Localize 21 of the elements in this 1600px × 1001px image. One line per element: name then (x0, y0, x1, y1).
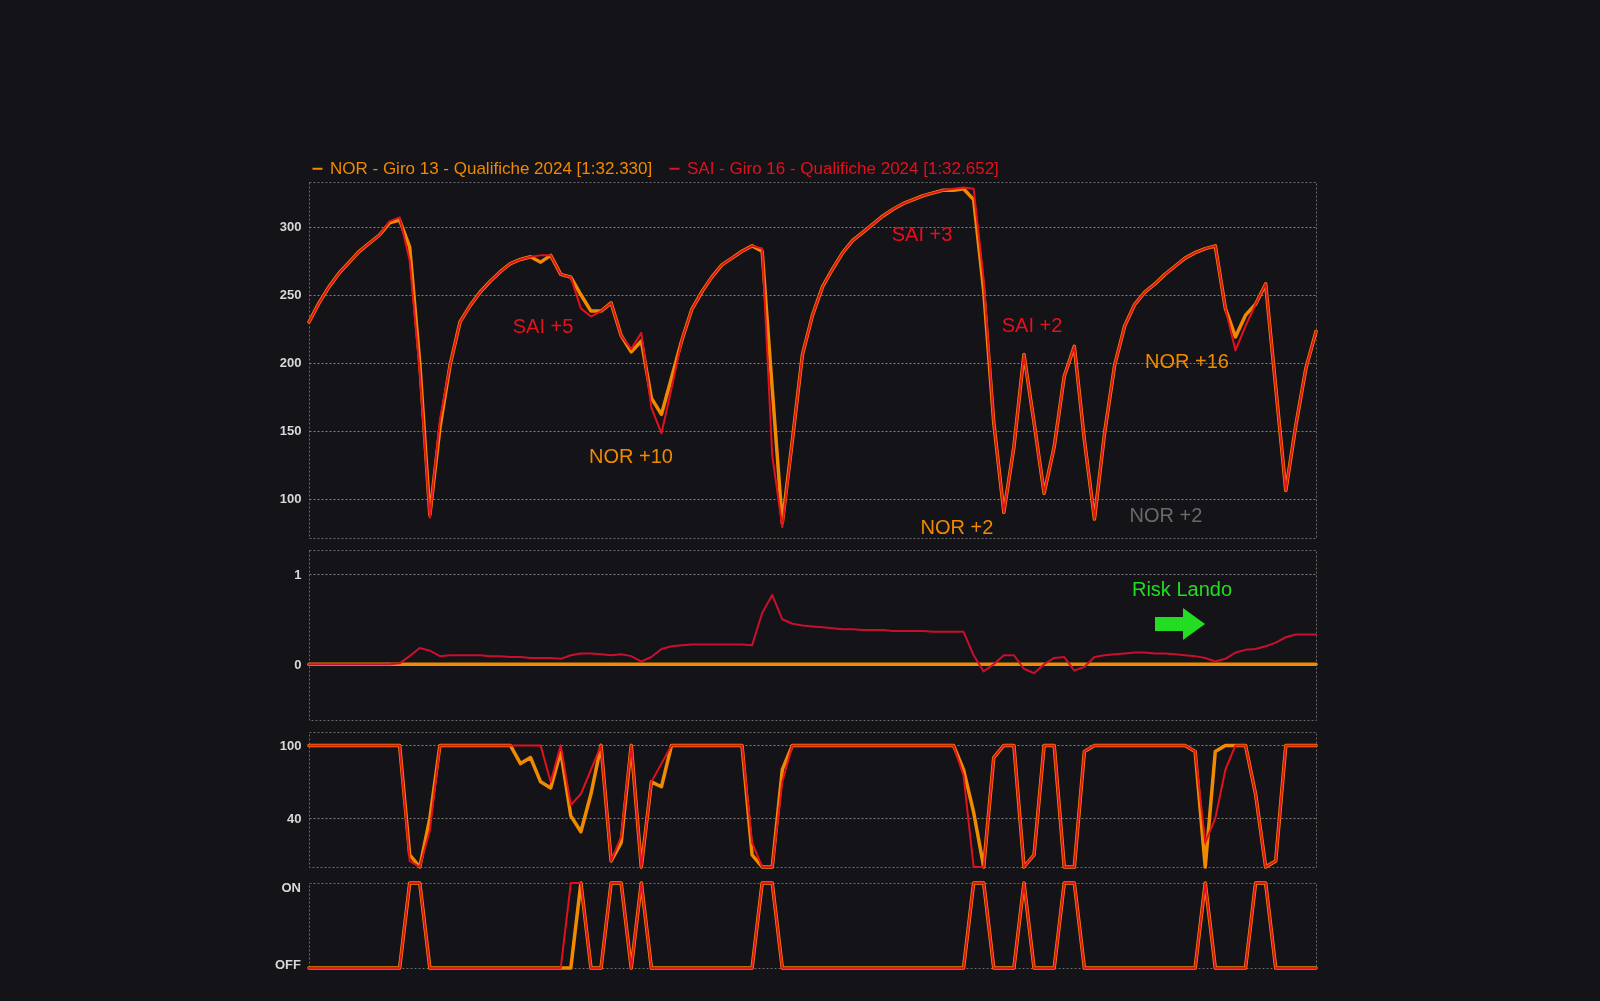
y-tick-label: 300 (279, 219, 302, 235)
legend-label: SAI - Giro 16 - Qualifiche 2024 [1:32.652] (687, 158, 999, 178)
annotation: SAI +2 (1001, 314, 1063, 336)
annotation: NOR +2 (1129, 504, 1203, 526)
y-tick-label: 100 (279, 737, 302, 753)
y-tick-label: 0 (294, 656, 302, 672)
annotation: SAI +5 (512, 315, 574, 337)
text: ON (281, 880, 301, 895)
annotation: NOR +10 (589, 445, 673, 467)
y-tick-label: 250 (279, 287, 302, 303)
annotation: Risk Lando (1131, 578, 1233, 600)
y-tick-label: 200 (279, 355, 302, 371)
text: OFF (275, 957, 302, 972)
legend-label: NOR - Giro 13 - Qualifiche 2024 [1:32.330] (330, 158, 653, 178)
y-tick-label: 1 (294, 566, 302, 582)
annotation: SAI +3 (891, 223, 953, 245)
y-tick-label: 150 (279, 423, 302, 439)
annotation: NOR +2 (920, 516, 994, 538)
annotation: NOR +16 (1145, 350, 1229, 372)
y-tick-label: 40 (287, 810, 302, 826)
y-tick-label: 100 (279, 491, 302, 507)
